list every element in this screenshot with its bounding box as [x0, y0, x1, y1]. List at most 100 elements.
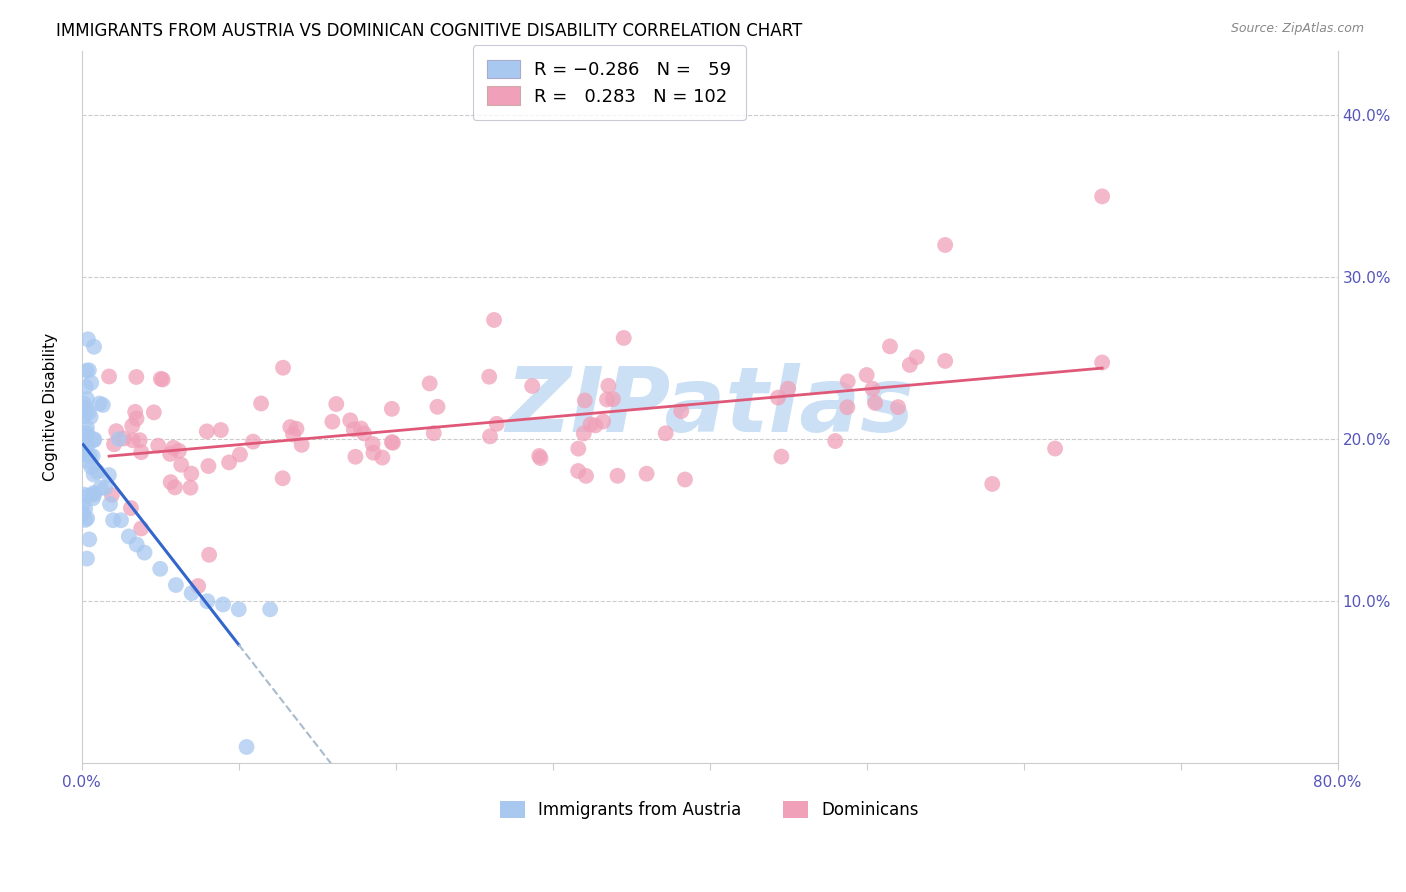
Point — [572, 426, 595, 441]
Point — [879, 339, 901, 353]
Point — [671, 404, 693, 418]
Point — [606, 468, 628, 483]
Point — [75, 401, 97, 415]
Point — [271, 360, 294, 375]
Point — [766, 391, 789, 405]
Point — [235, 739, 257, 754]
Point — [824, 434, 846, 448]
Point — [363, 446, 385, 460]
Point — [86, 465, 108, 479]
Point — [180, 467, 202, 481]
Point — [73, 446, 96, 460]
Point — [121, 418, 143, 433]
Point — [339, 413, 361, 427]
Point — [574, 393, 596, 408]
Point — [97, 468, 120, 483]
Point — [73, 487, 96, 501]
Point — [837, 375, 859, 389]
Point — [613, 331, 636, 345]
Point — [121, 434, 143, 448]
Point — [72, 396, 94, 410]
Point — [80, 376, 103, 390]
Point — [381, 435, 404, 450]
Point — [79, 449, 101, 463]
Point — [361, 437, 384, 451]
Point — [567, 464, 589, 478]
Point — [654, 426, 676, 441]
Point — [112, 432, 135, 446]
Point — [83, 486, 105, 500]
Point — [381, 435, 404, 450]
Point — [77, 332, 100, 346]
Point — [575, 469, 598, 483]
Point — [242, 434, 264, 449]
Point — [229, 448, 252, 462]
Point — [344, 450, 367, 464]
Point — [837, 401, 859, 415]
Text: IMMIGRANTS FROM AUSTRIA VS DOMINICAN COGNITIVE DISABILITY CORRELATION CHART: IMMIGRANTS FROM AUSTRIA VS DOMINICAN COG… — [56, 22, 803, 40]
Point — [862, 382, 884, 396]
Point — [1091, 189, 1114, 203]
Point — [353, 426, 375, 441]
Point — [159, 447, 181, 461]
Point — [579, 417, 602, 432]
Point — [197, 458, 219, 473]
Point — [271, 471, 294, 485]
Point — [228, 602, 250, 616]
Point — [72, 507, 94, 521]
Point — [598, 379, 620, 393]
Point — [602, 392, 624, 406]
Point — [278, 420, 301, 434]
Point — [934, 354, 956, 368]
Point — [82, 449, 104, 463]
Point — [75, 428, 97, 442]
Point — [218, 455, 240, 469]
Point — [91, 398, 114, 412]
Point — [76, 551, 98, 566]
Point — [195, 594, 218, 608]
Point — [125, 370, 148, 384]
Point — [134, 546, 156, 560]
Point — [673, 473, 696, 487]
Point — [165, 578, 187, 592]
Point — [281, 427, 304, 442]
Point — [98, 369, 121, 384]
Point — [77, 489, 100, 503]
Point — [212, 598, 235, 612]
Point — [149, 562, 172, 576]
Point — [82, 491, 104, 506]
Point — [163, 480, 186, 494]
Point — [167, 443, 190, 458]
Point — [129, 445, 152, 459]
Point — [105, 424, 128, 438]
Point — [79, 409, 101, 424]
Point — [198, 548, 221, 562]
Point — [426, 400, 449, 414]
Point — [129, 521, 152, 535]
Point — [83, 467, 105, 482]
Y-axis label: Cognitive Disability: Cognitive Disability — [44, 333, 58, 481]
Point — [419, 376, 441, 391]
Point — [162, 441, 184, 455]
Point — [863, 396, 886, 410]
Point — [125, 537, 148, 551]
Point — [83, 340, 105, 354]
Point — [101, 513, 124, 527]
Point — [636, 467, 658, 481]
Point — [778, 382, 800, 396]
Point — [90, 481, 112, 495]
Point — [482, 313, 505, 327]
Point — [148, 439, 170, 453]
Point — [159, 475, 181, 490]
Point — [72, 499, 94, 513]
Point — [887, 400, 910, 414]
Point — [98, 497, 121, 511]
Point — [180, 586, 202, 600]
Point — [76, 439, 98, 453]
Point — [291, 438, 314, 452]
Point — [1043, 442, 1066, 456]
Point — [343, 422, 366, 436]
Point — [149, 372, 172, 386]
Point — [89, 396, 111, 410]
Point — [478, 369, 501, 384]
